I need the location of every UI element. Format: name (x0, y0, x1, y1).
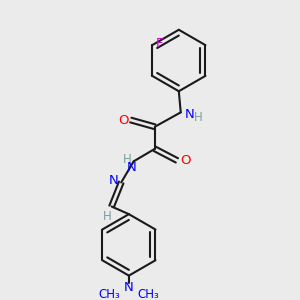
Text: F: F (156, 37, 164, 50)
Text: O: O (180, 154, 191, 167)
Text: N: N (124, 280, 134, 294)
Text: N: N (184, 108, 194, 121)
Text: CH₃: CH₃ (137, 288, 159, 300)
Text: H: H (194, 111, 203, 124)
Text: CH₃: CH₃ (99, 288, 121, 300)
Text: N: N (109, 174, 118, 187)
Text: O: O (118, 113, 128, 127)
Text: H: H (102, 210, 111, 223)
Text: H: H (123, 153, 132, 166)
Text: N: N (127, 160, 136, 174)
